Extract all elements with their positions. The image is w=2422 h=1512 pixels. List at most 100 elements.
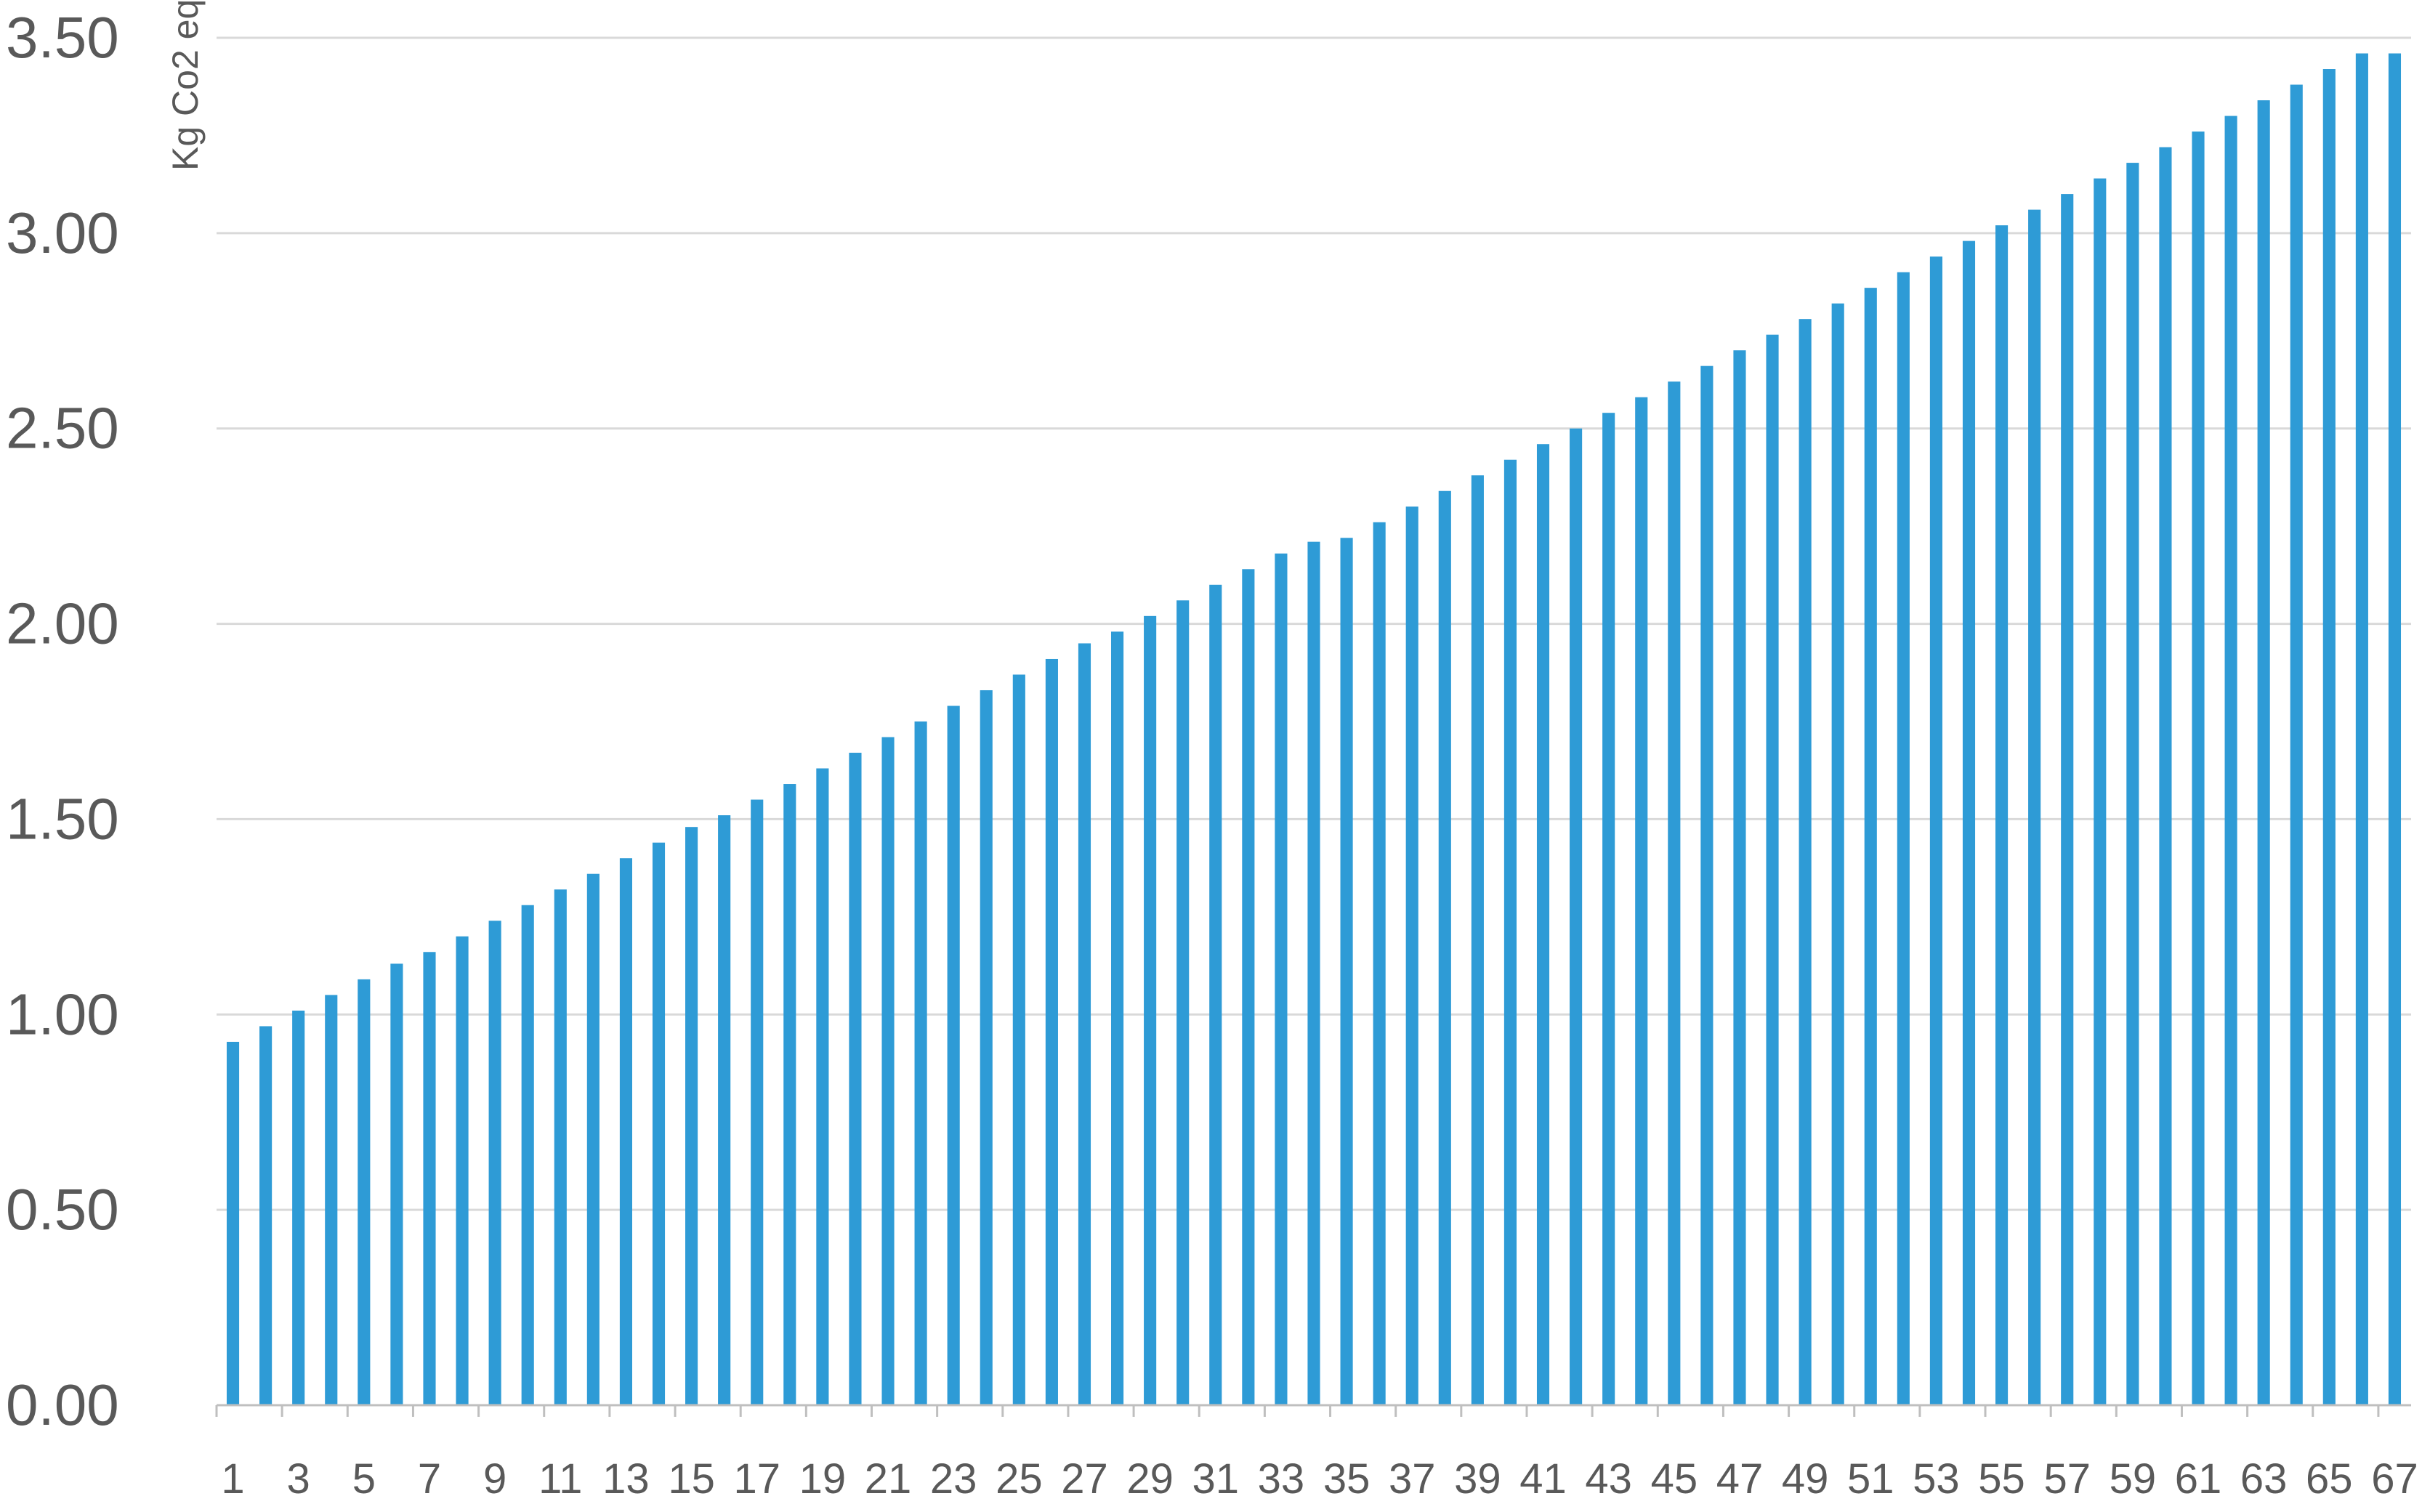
x-tick-label: 17 [733,1455,780,1503]
x-tick-label: 39 [1454,1455,1501,1503]
x-tick-label: 19 [799,1455,847,1503]
bar [1831,303,1844,1405]
x-axis-ticks: 1 3 5 7 9 11 13 15 17 19 21 23 25 27 29 31 33 35 37 39 41 43 4… [221,1455,2418,1503]
bar [1995,225,2009,1406]
bar [1471,475,1484,1405]
y-axis-title: Kg Co2 eq. /Kg [165,0,206,171]
bar [947,706,960,1405]
y-tick-label: 2.50 [6,396,119,461]
x-tick-label: 67 [2371,1455,2418,1503]
x-tick-label: 49 [1782,1455,1829,1503]
y-tick-label: 3.50 [6,5,119,70]
bar [2028,209,2041,1406]
x-tick-label: 57 [2043,1455,2091,1503]
bar [1635,397,1648,1405]
bar [2322,69,2336,1406]
bar [1144,615,1157,1405]
x-tick-label: 33 [1258,1455,1305,1503]
x-tick-label: 35 [1323,1455,1371,1503]
x-tick-label: 51 [1847,1455,1894,1503]
bar [390,963,403,1405]
bar [1864,288,1877,1405]
bar [1962,240,1976,1405]
bar [619,858,632,1405]
bar [1405,506,1418,1406]
x-tick-label: 53 [1913,1455,1960,1503]
bar [2126,163,2139,1405]
bar [1536,444,1550,1405]
bar [1110,631,1124,1406]
x-tick-label: 31 [1192,1455,1240,1503]
bar [2159,147,2172,1405]
bar [914,721,927,1405]
x-tick-label: 5 [352,1455,376,1503]
bar [1929,256,1942,1405]
bar [1012,674,1025,1405]
x-tick-label: 11 [538,1455,582,1503]
y-tick-label: 0.50 [6,1177,119,1242]
y-tick-label: 3.00 [6,201,119,265]
y-tick-label: 1.00 [6,982,119,1046]
x-tick-label: 45 [1651,1455,1698,1503]
bar [1602,413,1615,1405]
bar [292,1010,305,1405]
bar [586,873,600,1405]
x-tick-label: 23 [930,1455,977,1503]
bar [1438,490,1451,1406]
bar [1275,553,1288,1405]
x-tick-label: 7 [418,1455,441,1503]
bar [423,952,436,1405]
y-tick-label: 2.00 [6,591,119,656]
x-tick-label: 47 [1716,1455,1764,1503]
bar [1078,643,1091,1405]
bar [1897,272,1910,1406]
bar [2355,53,2368,1406]
x-tick-label: 3 [287,1455,310,1503]
bar [358,979,371,1405]
bars [226,53,2402,1406]
bar [751,799,764,1405]
x-tick-label: 37 [1389,1455,1436,1503]
bar [2224,116,2237,1406]
bar [1700,365,1713,1406]
x-tick-label: 9 [483,1455,506,1503]
bar [2061,194,2074,1406]
bar [1733,350,1746,1406]
x-tick-label: 13 [602,1455,650,1503]
bar [456,936,469,1405]
bar [1766,334,1779,1406]
bar [881,737,895,1405]
y-tick-label: 1.50 [6,786,119,851]
x-tick-label: 65 [2306,1455,2353,1503]
bar [2257,100,2270,1405]
y-axis-ticks: 0.00 0.50 1.00 1.50 2.00 2.50 3.00 3.50 [6,5,119,1437]
bar [816,768,829,1405]
x-tick-label: 21 [865,1455,912,1503]
x-tick-label: 27 [1061,1455,1108,1503]
bar [652,842,666,1405]
x-tick-label: 59 [2110,1455,2157,1503]
bar [1242,569,1255,1405]
x-tick-label: 43 [1585,1455,1632,1503]
bar [1570,428,1583,1405]
bar [783,784,796,1405]
bar [226,1041,240,1405]
bar [1307,541,1320,1406]
bar [2388,53,2402,1406]
bar [2094,178,2107,1405]
x-tick-label: 61 [2175,1455,2222,1503]
bar [259,1026,273,1405]
bar [1668,381,1681,1405]
bar [980,690,993,1405]
bar [849,753,862,1405]
bar [1373,522,1386,1406]
bar [1799,319,1812,1405]
x-tick-label: 41 [1519,1455,1567,1503]
x-tick-label: 63 [2240,1455,2288,1503]
bar [521,905,534,1405]
bar [2192,132,2205,1406]
x-tick-label: 29 [1126,1455,1174,1503]
bar [488,921,501,1405]
